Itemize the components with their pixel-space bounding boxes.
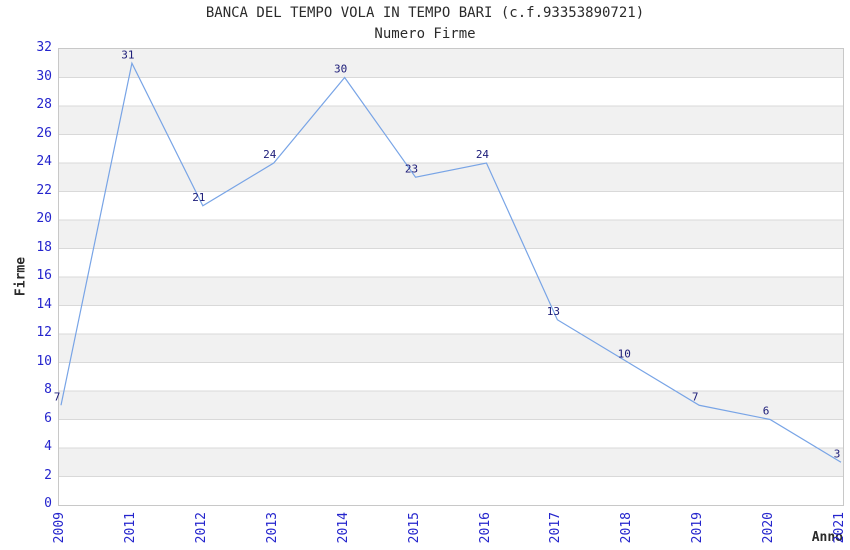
y-tick-label: 12 [36,325,52,340]
data-line [60,61,842,463]
value-label: 30 [334,63,347,76]
y-tick-label: 10 [36,353,52,369]
grid-band [59,448,843,477]
x-tick-label: 2014 [335,512,351,544]
y-tick-label: 22 [36,182,52,198]
grid-band [59,49,843,78]
grid-band [59,163,843,192]
y-tick-label: 24 [36,154,52,169]
x-tick-label: 2011 [122,512,138,544]
x-tick-label: 2009 [52,512,67,544]
x-tick-label: 2021 [832,512,847,544]
value-label: 24 [263,148,277,161]
value-label: 24 [476,148,490,161]
x-tick-label: 2017 [548,512,564,544]
value-label: 23 [405,162,418,175]
x-tick-label: 2016 [477,512,493,544]
x-axis-title: Anno [811,530,843,545]
y-tick-label: 20 [36,211,52,226]
x-tick-label: 2013 [264,512,280,544]
value-label: 21 [192,191,205,204]
y-tick-label: 0 [44,496,52,511]
grid-band [59,391,843,420]
chart-subtitle: Numero Firme [374,26,476,42]
x-tick-label: 2018 [619,512,635,544]
value-label: 3 [834,447,841,460]
value-label: 31 [121,48,134,61]
y-tick-label: 14 [36,296,52,312]
value-label: 7 [692,390,699,403]
value-label: 13 [547,305,560,318]
grid-band [59,106,843,135]
value-label: 10 [618,348,631,361]
plot-area: 7 31 21 24 30 23 24 13 10 7 6 3 [54,48,844,506]
y-tick-label: 16 [36,268,52,283]
x-tick-label: 2012 [193,512,209,544]
grid-band [59,277,843,306]
y-tick-label: 4 [44,439,52,454]
y-tick-label: 2 [44,467,52,483]
x-tick-label: 2020 [761,512,777,544]
y-tick-label: 6 [44,410,52,426]
y-tick-label: 18 [36,239,52,255]
value-label: 7 [54,390,61,403]
y-tick-label: 28 [36,97,52,112]
y-tick-label: 32 [36,40,52,55]
grid-band [59,334,843,363]
x-tick-label: 2015 [406,512,422,544]
x-tick-label: 2019 [690,512,706,544]
value-label: 6 [763,405,770,418]
y-tick-label: 30 [36,68,52,84]
grid-band [59,220,843,249]
y-tick-label: 8 [44,382,52,397]
y-tick-label: 26 [36,125,52,141]
chart-title: BANCA DEL TEMPO VOLA IN TEMPO BARI (c.f.… [205,5,645,21]
